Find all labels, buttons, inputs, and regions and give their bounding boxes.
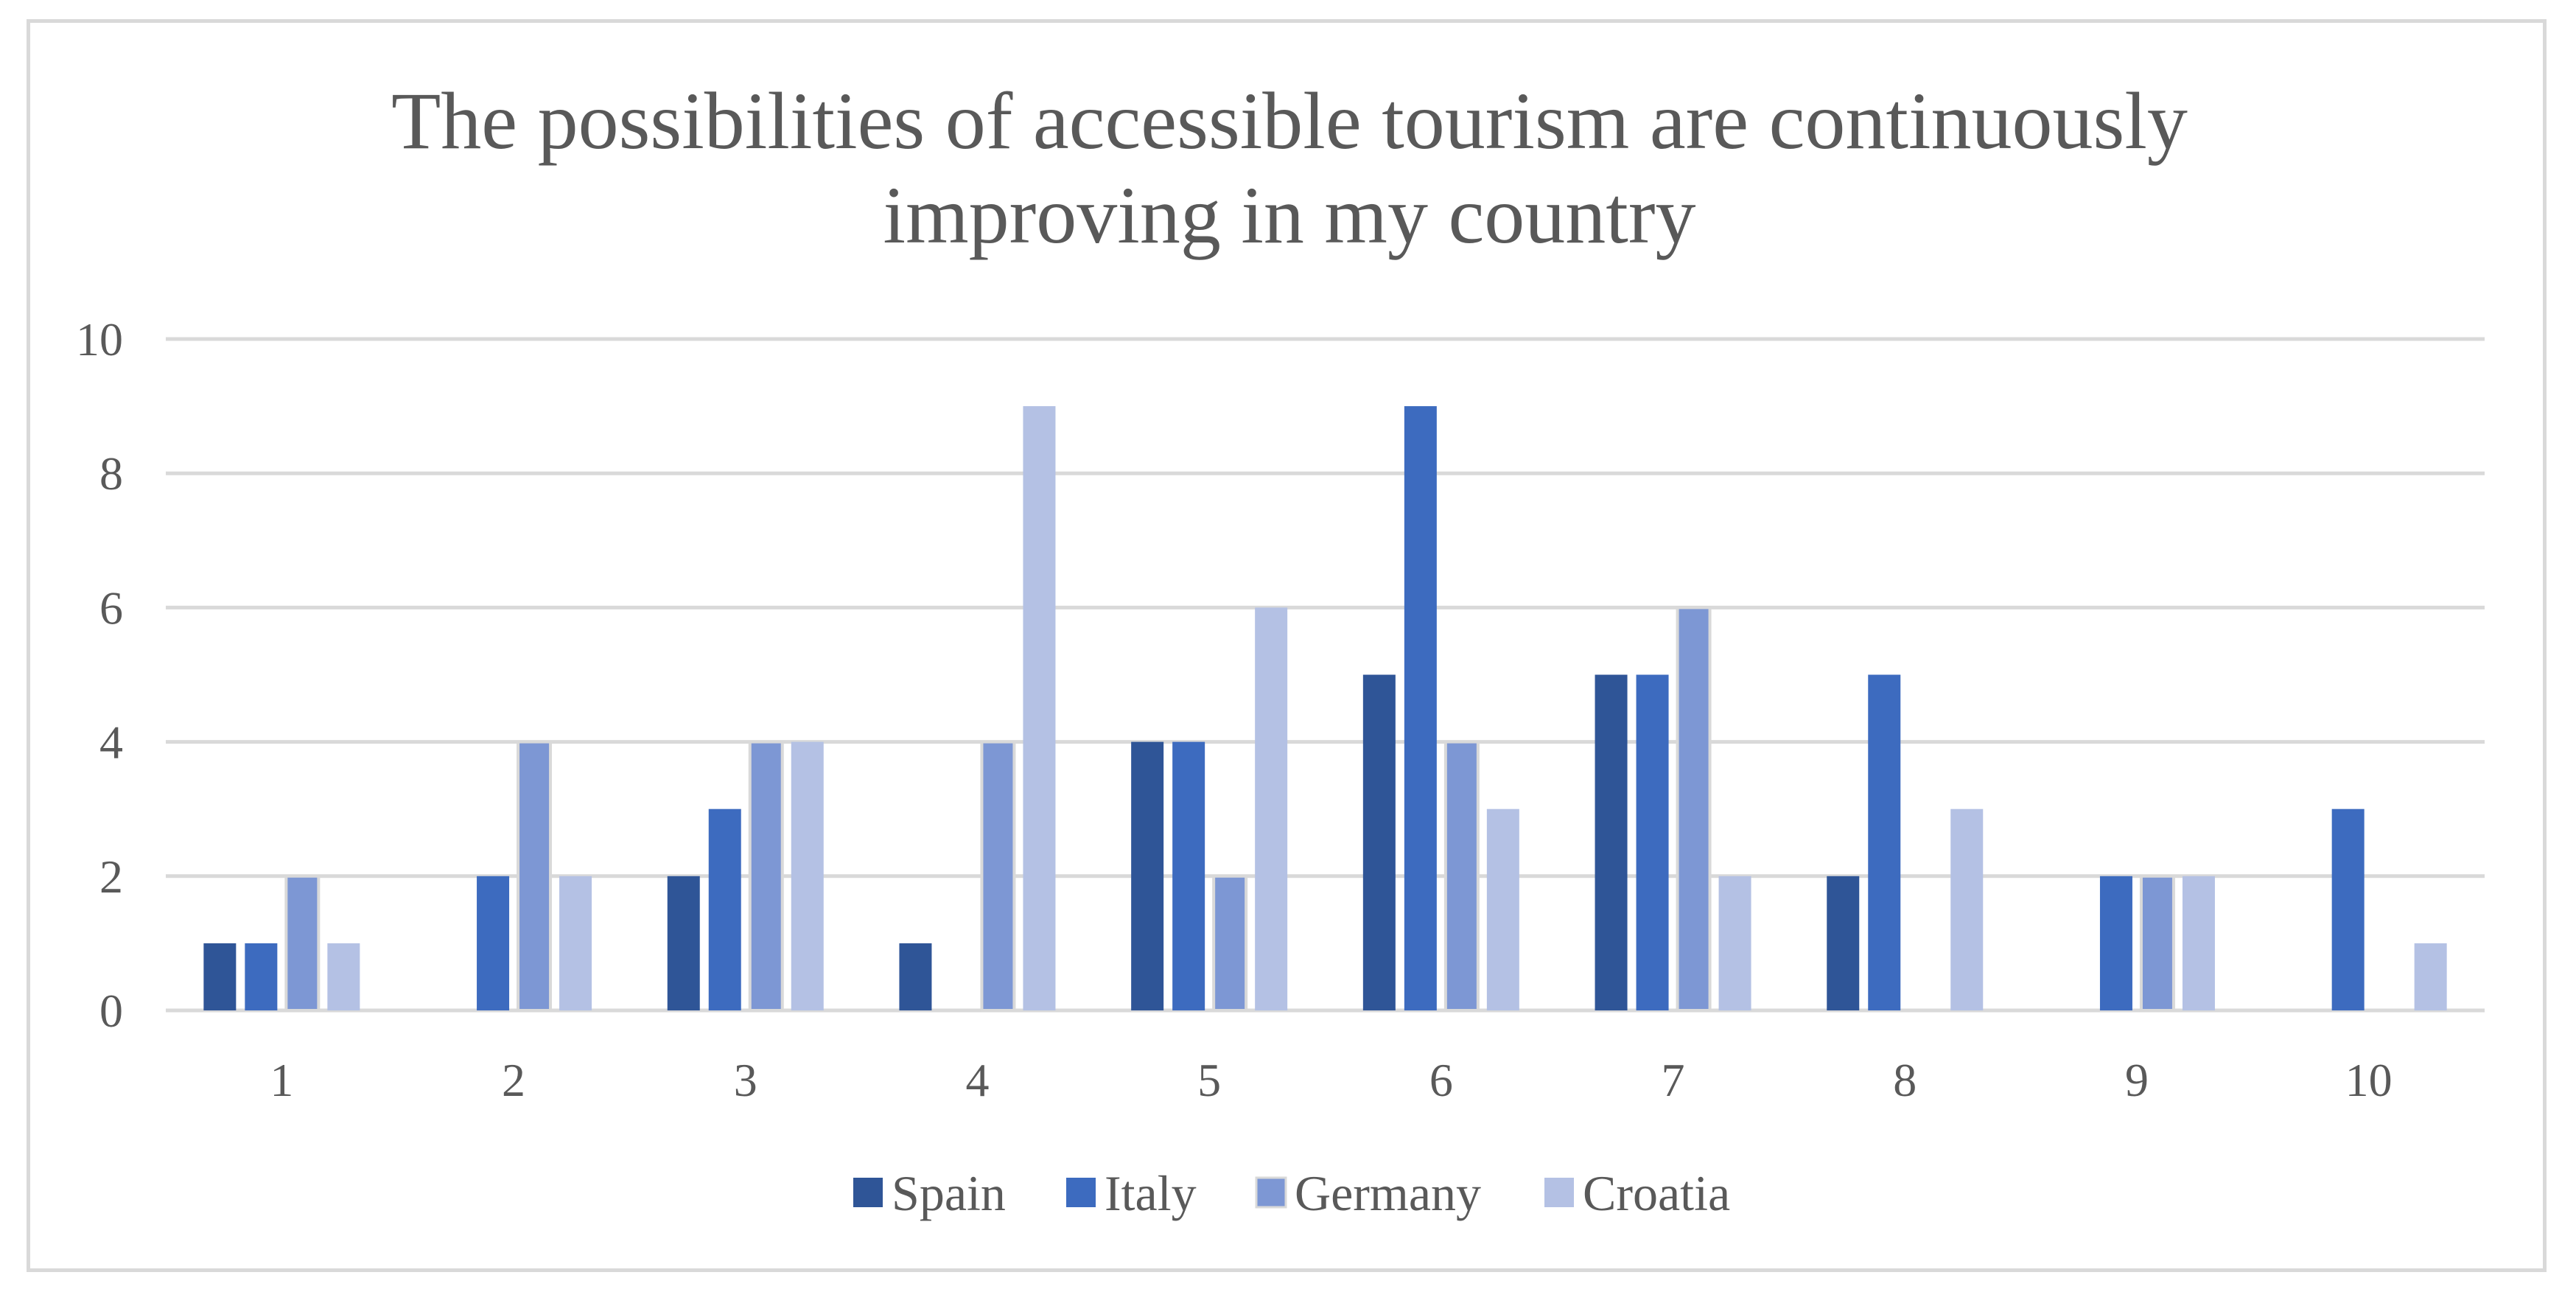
x-tick-label: 8 (1893, 1054, 1917, 1106)
x-axis-tick-labels: 1 2 3 4 5 6 7 8 9 10 (270, 1054, 2392, 1106)
chart-title-line-1: The possibilities of accessible tourism … (391, 76, 2188, 166)
x-tick-label: 1 (270, 1054, 293, 1106)
legend-label: Germany (1295, 1165, 1481, 1221)
bar-spain-3 (667, 876, 700, 1010)
bar-spain-7 (1595, 674, 1628, 1010)
bar-italy-2 (477, 876, 510, 1010)
x-tick-label: 4 (965, 1054, 989, 1106)
bar-italy-7 (1636, 674, 1669, 1010)
x-tick-label: 2 (502, 1054, 525, 1106)
y-tick-label: 10 (76, 313, 123, 366)
bar-germany-2 (517, 740, 553, 1012)
bar-germany-7 (1676, 606, 1712, 1012)
bar-italy-8 (1868, 674, 1901, 1010)
bar-croatia-7 (1718, 876, 1751, 1010)
bar-italy-9 (2099, 876, 2132, 1010)
x-tick-label: 7 (1662, 1054, 1685, 1106)
bar-germany-5 (1212, 874, 1248, 1013)
x-tick-label: 6 (1429, 1054, 1453, 1106)
bar-germany-6 (1443, 740, 1480, 1012)
bar-croatia-4 (1023, 406, 1056, 1010)
bar-germany-4 (980, 740, 1016, 1012)
legend-item-spain: Spain (853, 1165, 1006, 1221)
gridlines (166, 337, 2485, 1013)
bar-spain-5 (1131, 741, 1164, 1010)
bar-italy-10 (2331, 808, 2365, 1010)
legend-swatch (1544, 1178, 1574, 1207)
x-tick-label: 3 (734, 1054, 757, 1106)
bar-croatia-1 (327, 943, 360, 1010)
legend-item-croatia: Croatia (1544, 1165, 1730, 1221)
bar-spain-4 (899, 943, 932, 1010)
legend-item-germany: Germany (1255, 1165, 1481, 1221)
y-tick-label: 6 (99, 581, 123, 634)
bar-croatia-10 (2414, 943, 2447, 1010)
legend-item-italy: Italy (1066, 1165, 1197, 1221)
bar-spain-8 (1827, 876, 1860, 1010)
legend-swatch (1066, 1178, 1096, 1207)
bar-germany-3 (748, 740, 784, 1012)
legend-swatch (853, 1178, 883, 1207)
bar-croatia-2 (559, 876, 592, 1010)
bar-italy-3 (708, 808, 741, 1010)
x-tick-label: 10 (2345, 1054, 2393, 1106)
bar-croatia-8 (1950, 808, 1984, 1010)
bar-germany-9 (2139, 874, 2175, 1013)
legend-swatch (1255, 1176, 1287, 1209)
bar-croatia-5 (1255, 607, 1288, 1010)
x-tick-label: 9 (2125, 1054, 2149, 1106)
legend-label: Italy (1105, 1165, 1197, 1221)
bar-germany-1 (284, 874, 321, 1013)
chart-title-line-2: improving in my country (883, 170, 1696, 260)
bar-spain-1 (203, 943, 237, 1010)
bar-croatia-6 (1486, 808, 1519, 1010)
y-tick-label: 2 (99, 850, 123, 903)
legend: Spain Italy Germany Croatia (853, 1165, 1730, 1221)
bars (203, 406, 2447, 1013)
bar-croatia-3 (791, 741, 824, 1010)
bar-italy-1 (245, 943, 278, 1010)
x-tick-label: 5 (1197, 1054, 1221, 1106)
y-tick-label: 4 (99, 716, 123, 769)
bar-italy-6 (1404, 406, 1437, 1010)
chart-title: The possibilities of accessible tourism … (147, 74, 2432, 262)
bar-italy-5 (1172, 741, 1205, 1010)
y-axis-tick-labels: 0 2 4 6 8 10 (76, 313, 123, 1037)
bar-spain-6 (1362, 674, 1396, 1010)
y-tick-label: 0 (99, 985, 123, 1037)
legend-label: Spain (892, 1165, 1006, 1221)
bar-croatia-9 (2182, 876, 2215, 1010)
legend-label: Croatia (1583, 1165, 1730, 1221)
y-tick-label: 8 (99, 447, 123, 500)
